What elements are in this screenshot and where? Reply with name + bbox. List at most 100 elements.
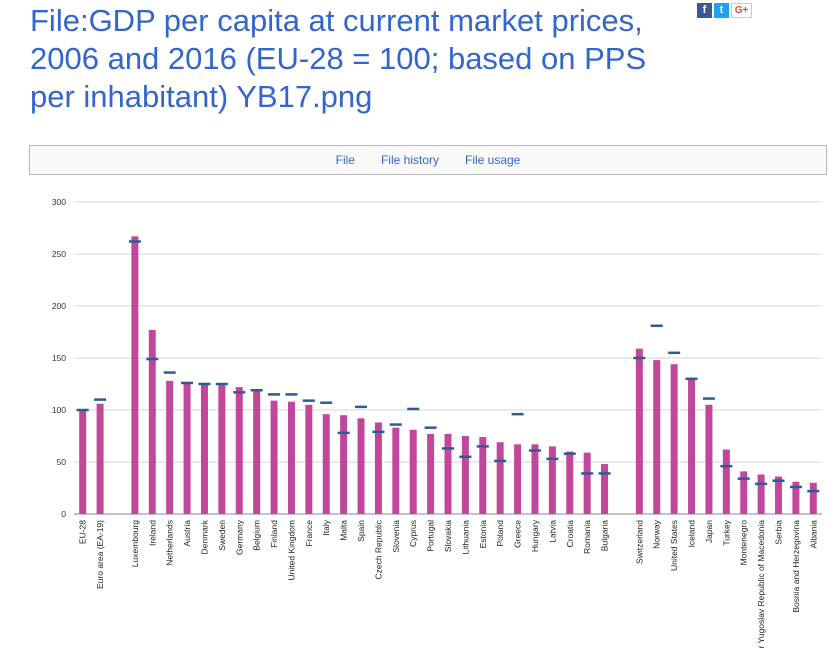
bar-2016: [479, 437, 487, 514]
marker-2006: [302, 399, 315, 402]
bar-2016: [270, 400, 278, 514]
bar-2016: [531, 444, 539, 514]
marker-2006: [320, 401, 333, 404]
tab-file-usage[interactable]: File usage: [464, 153, 521, 167]
bar-2016: [722, 449, 730, 514]
twitter-icon[interactable]: t: [714, 3, 729, 18]
marker-2006: [268, 393, 281, 396]
category-label: Latvia: [547, 520, 557, 543]
bar-2016: [705, 404, 713, 514]
bar-2016: [653, 360, 661, 514]
bar-2016: [809, 482, 817, 514]
tab-file-history[interactable]: File history: [380, 153, 439, 167]
category-label: Germany: [234, 519, 244, 555]
bar-2016: [740, 471, 748, 514]
marker-2006: [476, 445, 489, 448]
marker-2006: [337, 431, 350, 435]
category-label: Denmark: [199, 519, 209, 554]
bar-2016: [496, 442, 504, 514]
bar-2016: [166, 380, 174, 514]
category-label: Hungary: [530, 519, 540, 552]
category-label: Finland: [269, 520, 279, 548]
bar-2016: [792, 481, 800, 514]
category-label: Iceland: [687, 520, 697, 548]
marker-2006: [233, 391, 246, 394]
y-axis-ticks: 0 50 100 150 200 250 300: [52, 197, 66, 519]
bar-2016: [218, 385, 226, 514]
marker-2006: [737, 477, 750, 480]
category-label: Croatia: [565, 520, 575, 548]
y-tick-label: 150: [52, 353, 66, 363]
marker-2006: [442, 447, 454, 450]
category-label: Netherlands: [165, 520, 175, 566]
bar-2016: [688, 379, 696, 514]
category-label: Switzerland: [634, 520, 644, 564]
share-buttons: f t G+: [697, 3, 752, 19]
bar-2016: [757, 474, 765, 514]
bar-2016: [235, 387, 243, 514]
category-label: Norway: [652, 519, 662, 549]
bar-2016: [287, 401, 295, 514]
category-label: EU-28: [78, 520, 88, 544]
category-label: Austria: [182, 520, 192, 547]
googleplus-icon[interactable]: G+: [731, 3, 752, 18]
marker-2006: [163, 371, 176, 374]
marker-2006: [772, 479, 785, 482]
category-label: Romania: [582, 520, 592, 554]
marker-2006: [198, 382, 211, 386]
marker-2006: [215, 382, 228, 386]
marker-2006: [389, 423, 402, 426]
bar-2016: [131, 236, 139, 514]
y-tick-label: 100: [52, 405, 66, 415]
y-tick-label: 0: [61, 509, 66, 519]
marker-2006: [668, 351, 681, 355]
bar-2016: [427, 433, 435, 514]
bars-2016: [79, 236, 817, 514]
marker-2006: [128, 240, 141, 243]
page-title: File:GDP per capita at current market pr…: [30, 3, 647, 114]
category-label: Serbia: [774, 520, 784, 545]
marker-2006: [650, 324, 663, 328]
y-tick-label: 250: [52, 249, 66, 259]
category-label: Euro area (EA-19): [95, 520, 105, 589]
marker-2006: [511, 412, 524, 416]
category-label: Italy: [321, 519, 331, 535]
category-label: Japan: [704, 520, 714, 543]
bar-2016: [322, 414, 330, 514]
category-label: Ireland: [147, 520, 157, 546]
marker-2006: [459, 455, 472, 459]
marker-2006: [372, 430, 385, 434]
marker-2006: [702, 397, 715, 400]
bar-2016: [514, 444, 522, 514]
facebook-icon[interactable]: f: [697, 3, 712, 18]
bar-2016: [79, 410, 87, 514]
bar-2016: [566, 451, 574, 514]
category-label: Czech Republic: [373, 519, 383, 579]
category-label: Portugal: [426, 520, 436, 552]
category-label: Estonia: [478, 520, 488, 549]
marker-2006: [181, 381, 194, 385]
category-label: Bosnia and Herzegovina: [791, 520, 801, 613]
category-labels: EU-28 Euro area (EA-19) Luxembourg Ireland N…: [78, 519, 819, 648]
marker-2006: [807, 489, 820, 493]
category-label: Luxembourg: [130, 520, 140, 568]
bar-2016: [253, 391, 261, 514]
category-label: Greece: [513, 520, 523, 548]
bar-2016: [601, 464, 609, 514]
bar-2016: [670, 364, 678, 514]
marker-2006: [755, 482, 768, 486]
bar-2016: [444, 433, 452, 514]
category-label: Lithuania: [460, 520, 470, 555]
category-label: Turkey: [721, 519, 731, 545]
tab-file[interactable]: File: [335, 153, 355, 167]
bar-2016: [583, 452, 591, 514]
marker-2006: [685, 377, 698, 381]
marker-2006: [407, 407, 420, 411]
bar-2016: [392, 427, 400, 514]
marker-2006: [76, 408, 89, 412]
y-tick-label: 50: [57, 457, 67, 467]
markers-2006: [76, 240, 820, 493]
marker-2006: [355, 405, 368, 409]
marker-2006: [528, 449, 541, 452]
